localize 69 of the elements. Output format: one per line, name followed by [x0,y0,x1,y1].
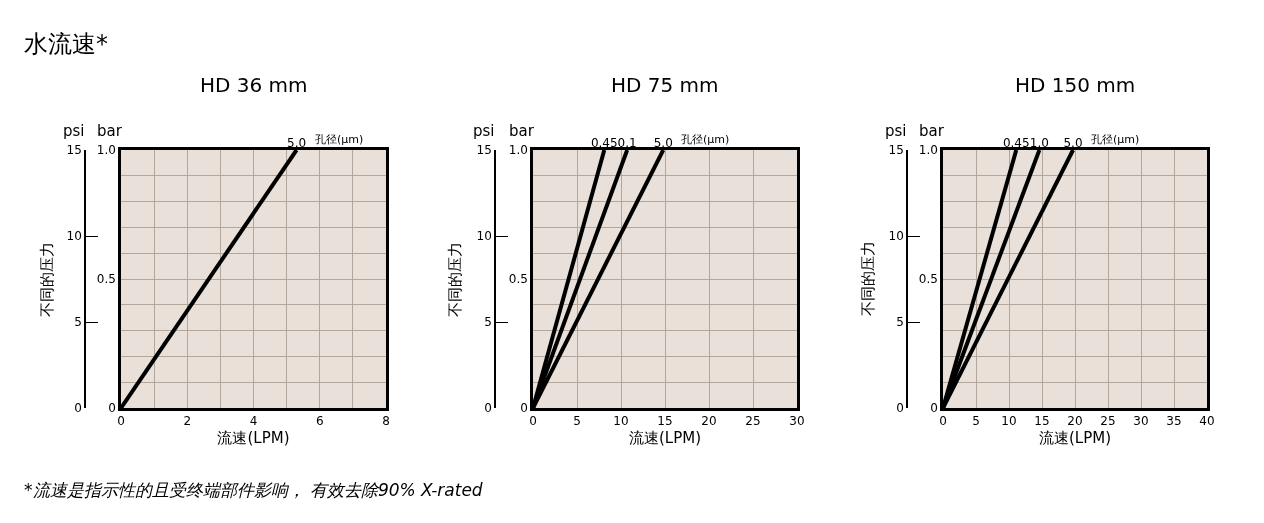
x-tick-label: 15 [1034,414,1050,429]
x-tick-label: 0 [939,414,947,429]
text: psi [63,122,85,140]
x-tick-label: 0 [117,414,125,429]
text: psi [473,122,495,140]
text: 孔径(μm) [1091,133,1140,146]
x-tick-label: 0 [529,414,537,429]
y-tick-label: 10 [66,229,82,244]
y2-tick-label: 0 [930,401,938,416]
y-axis-title: 不同的压力 [446,242,464,317]
x-tick-label: 25 [1100,414,1116,429]
y-tick-label: 5 [74,315,82,330]
x-tick-label: 30 [789,414,805,429]
x-tick-label: 20 [1067,414,1083,429]
x-tick-label: 40 [1199,414,1215,429]
x-tick-label: 10 [1001,414,1017,429]
chart-title: HD 36 mm [200,73,308,97]
x-tick-label: 4 [249,414,258,429]
chart-title: HD 75 mm [611,73,719,97]
y-tick-label: 10 [888,229,904,244]
series-label: 5.0 [653,136,673,150]
text: *流速是指示性的且受终端部件影响， 有效去除90% X-rated [24,480,483,500]
y-tick-label: 15 [888,143,904,158]
y-axis-title: 不同的压力 [859,241,877,316]
x-axis-title: 流速(LPM) [1038,429,1112,448]
x-tick-label: 6 [315,414,324,429]
text: bar [509,122,535,140]
text: 孔径(μm) [681,133,730,146]
y2-tick-label: 1.0 [508,143,528,158]
series-label: 5.0 [1063,136,1083,150]
x-tick-label: 5 [573,414,581,429]
y-tick-label: 0 [896,401,904,416]
y2-tick-label: 1.0 [918,143,938,158]
y2-tick-label: 0 [520,401,528,416]
text: 孔径(μm) [315,133,364,146]
y-tick-label: 0 [74,401,82,416]
text: psi [885,122,907,140]
y2-tick-label: 1.0 [96,143,116,158]
y-tick-label: 5 [896,315,904,330]
text: 水流速* [24,30,108,58]
y-axis-title: 不同的压力 [38,242,56,317]
chart-title: HD 150 mm [1015,73,1136,97]
x-tick-label: 8 [382,414,390,429]
x-tick-label: 15 [657,414,673,429]
y-tick-label: 15 [66,143,82,158]
series-label: 1.0 [1029,136,1049,150]
x-tick-label: 2 [183,414,192,429]
y2-tick-label: 0.5 [96,272,116,287]
x-tick-label: 20 [701,414,717,429]
series-label: 5.0 [287,136,307,150]
y-tick-label: 10 [476,229,492,244]
series-label: 0.45 [590,136,618,150]
series-label: 0.1 [617,136,637,150]
series-label: 0.45 [1002,136,1030,150]
x-tick-label: 25 [745,414,761,429]
text: bar [919,122,945,140]
x-tick-label: 10 [613,414,629,429]
x-tick-label: 30 [1133,414,1149,429]
text: bar [97,122,123,140]
y-tick-label: 15 [476,143,492,158]
x-tick-label: 35 [1166,414,1182,429]
y2-tick-label: 0.5 [508,272,528,287]
x-axis-title: 流速(LPM) [217,429,290,448]
x-tick-label: 5 [972,414,980,429]
y2-tick-label: 0.5 [918,272,938,287]
y-tick-label: 0 [484,401,492,416]
y-tick-label: 5 [484,315,492,330]
x-axis-title: 流速(LPM) [628,429,702,448]
y2-tick-label: 0 [108,401,116,416]
